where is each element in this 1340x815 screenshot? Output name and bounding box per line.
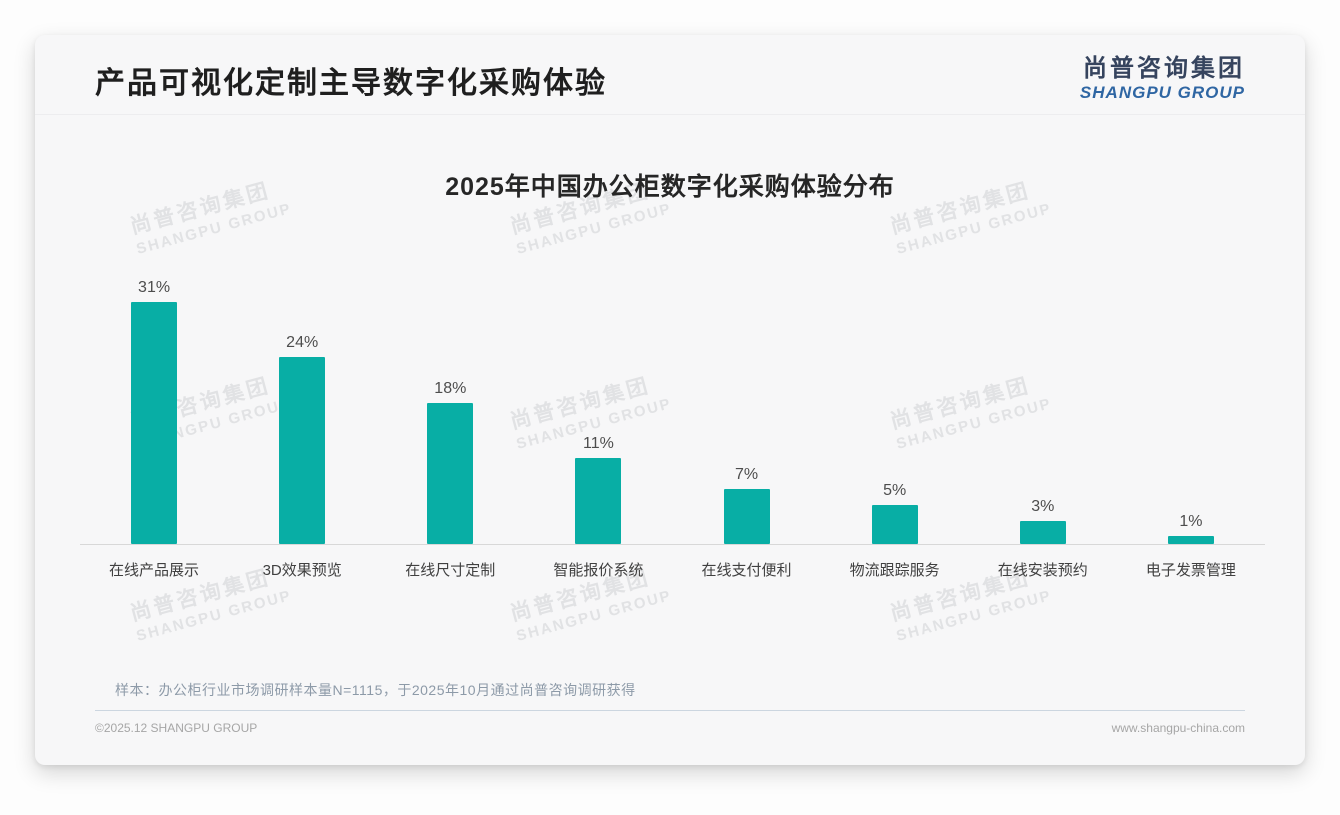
bar: [723, 489, 770, 545]
brand-logo-chinese: 尚普咨询集团: [1083, 55, 1245, 82]
bar-column: 1%: [1117, 513, 1265, 545]
brand-logo: 尚普咨询集团 SHANGPU GROUP: [1080, 55, 1245, 102]
value-label: 18%: [434, 380, 467, 398]
header: 产品可视化定制主导数字化采购体验 尚普咨询集团 SHANGPU GROUP: [35, 35, 1305, 116]
value-label: 3%: [1031, 498, 1055, 516]
bar-column: 5%: [821, 482, 969, 545]
website-text: www.shangpu-china.com: [1111, 721, 1245, 736]
bar-column: 3%: [969, 498, 1117, 545]
bar: [131, 302, 178, 545]
bar-chart: 31% 24% 18% 11% 7% 5% 3% 1%: [80, 277, 1265, 546]
bar: [279, 357, 326, 545]
category-label: 在线安装预约: [997, 562, 1088, 580]
value-label: 5%: [883, 482, 907, 500]
value-label: 24%: [286, 334, 319, 352]
footer: ©2025.12 SHANGPU GROUP www.shangpu-china…: [35, 711, 1305, 735]
category-label: 3D效果预览: [262, 562, 342, 580]
bar-column: 31%: [80, 279, 228, 545]
bar-column: 11%: [524, 435, 672, 545]
bar: [575, 458, 622, 545]
bar: [427, 403, 474, 545]
value-label: 1%: [1179, 513, 1203, 531]
slide-card: 尚普咨询集团 SHANGPU GROUP 尚普咨询集团 SHANGPU GROUP 尚普…: [35, 35, 1305, 765]
category-label: 电子发票管理: [1145, 562, 1236, 580]
bar: [1019, 521, 1066, 545]
bar-column: 7%: [673, 466, 821, 545]
bar-column: 24%: [228, 334, 376, 545]
category-label: 在线产品展示: [109, 562, 200, 580]
category-label: 在线支付便利: [701, 562, 792, 580]
page-title: 产品可视化定制主导数字化采购体验: [95, 67, 607, 101]
copyright-text: ©2025.12 SHANGPU GROUP: [95, 721, 258, 736]
bar: [871, 505, 918, 545]
footer-divider: [95, 710, 1245, 712]
value-label: 7%: [735, 466, 759, 484]
category-label: 在线尺寸定制: [405, 562, 496, 580]
category-label: 物流跟踪服务: [849, 562, 940, 580]
sample-note: 样本：办公柜行业市场调研样本量N=1115，于2025年10月通过尚普咨询调研获…: [115, 682, 636, 699]
value-label: 31%: [138, 279, 171, 297]
category-label: 智能报价系统: [553, 562, 644, 580]
bar: [1167, 536, 1214, 545]
category-axis: 在线产品展示 3D效果预览 在线尺寸定制 智能报价系统 在线支付便利 物流跟踪服务 在线安装…: [80, 545, 1265, 580]
bar-column: 18%: [376, 380, 524, 545]
brand-logo-english: SHANGPU GROUP: [1079, 82, 1245, 102]
value-label: 11%: [583, 435, 614, 453]
chart-title: 2025年中国办公柜数字化采购体验分布: [445, 173, 895, 202]
